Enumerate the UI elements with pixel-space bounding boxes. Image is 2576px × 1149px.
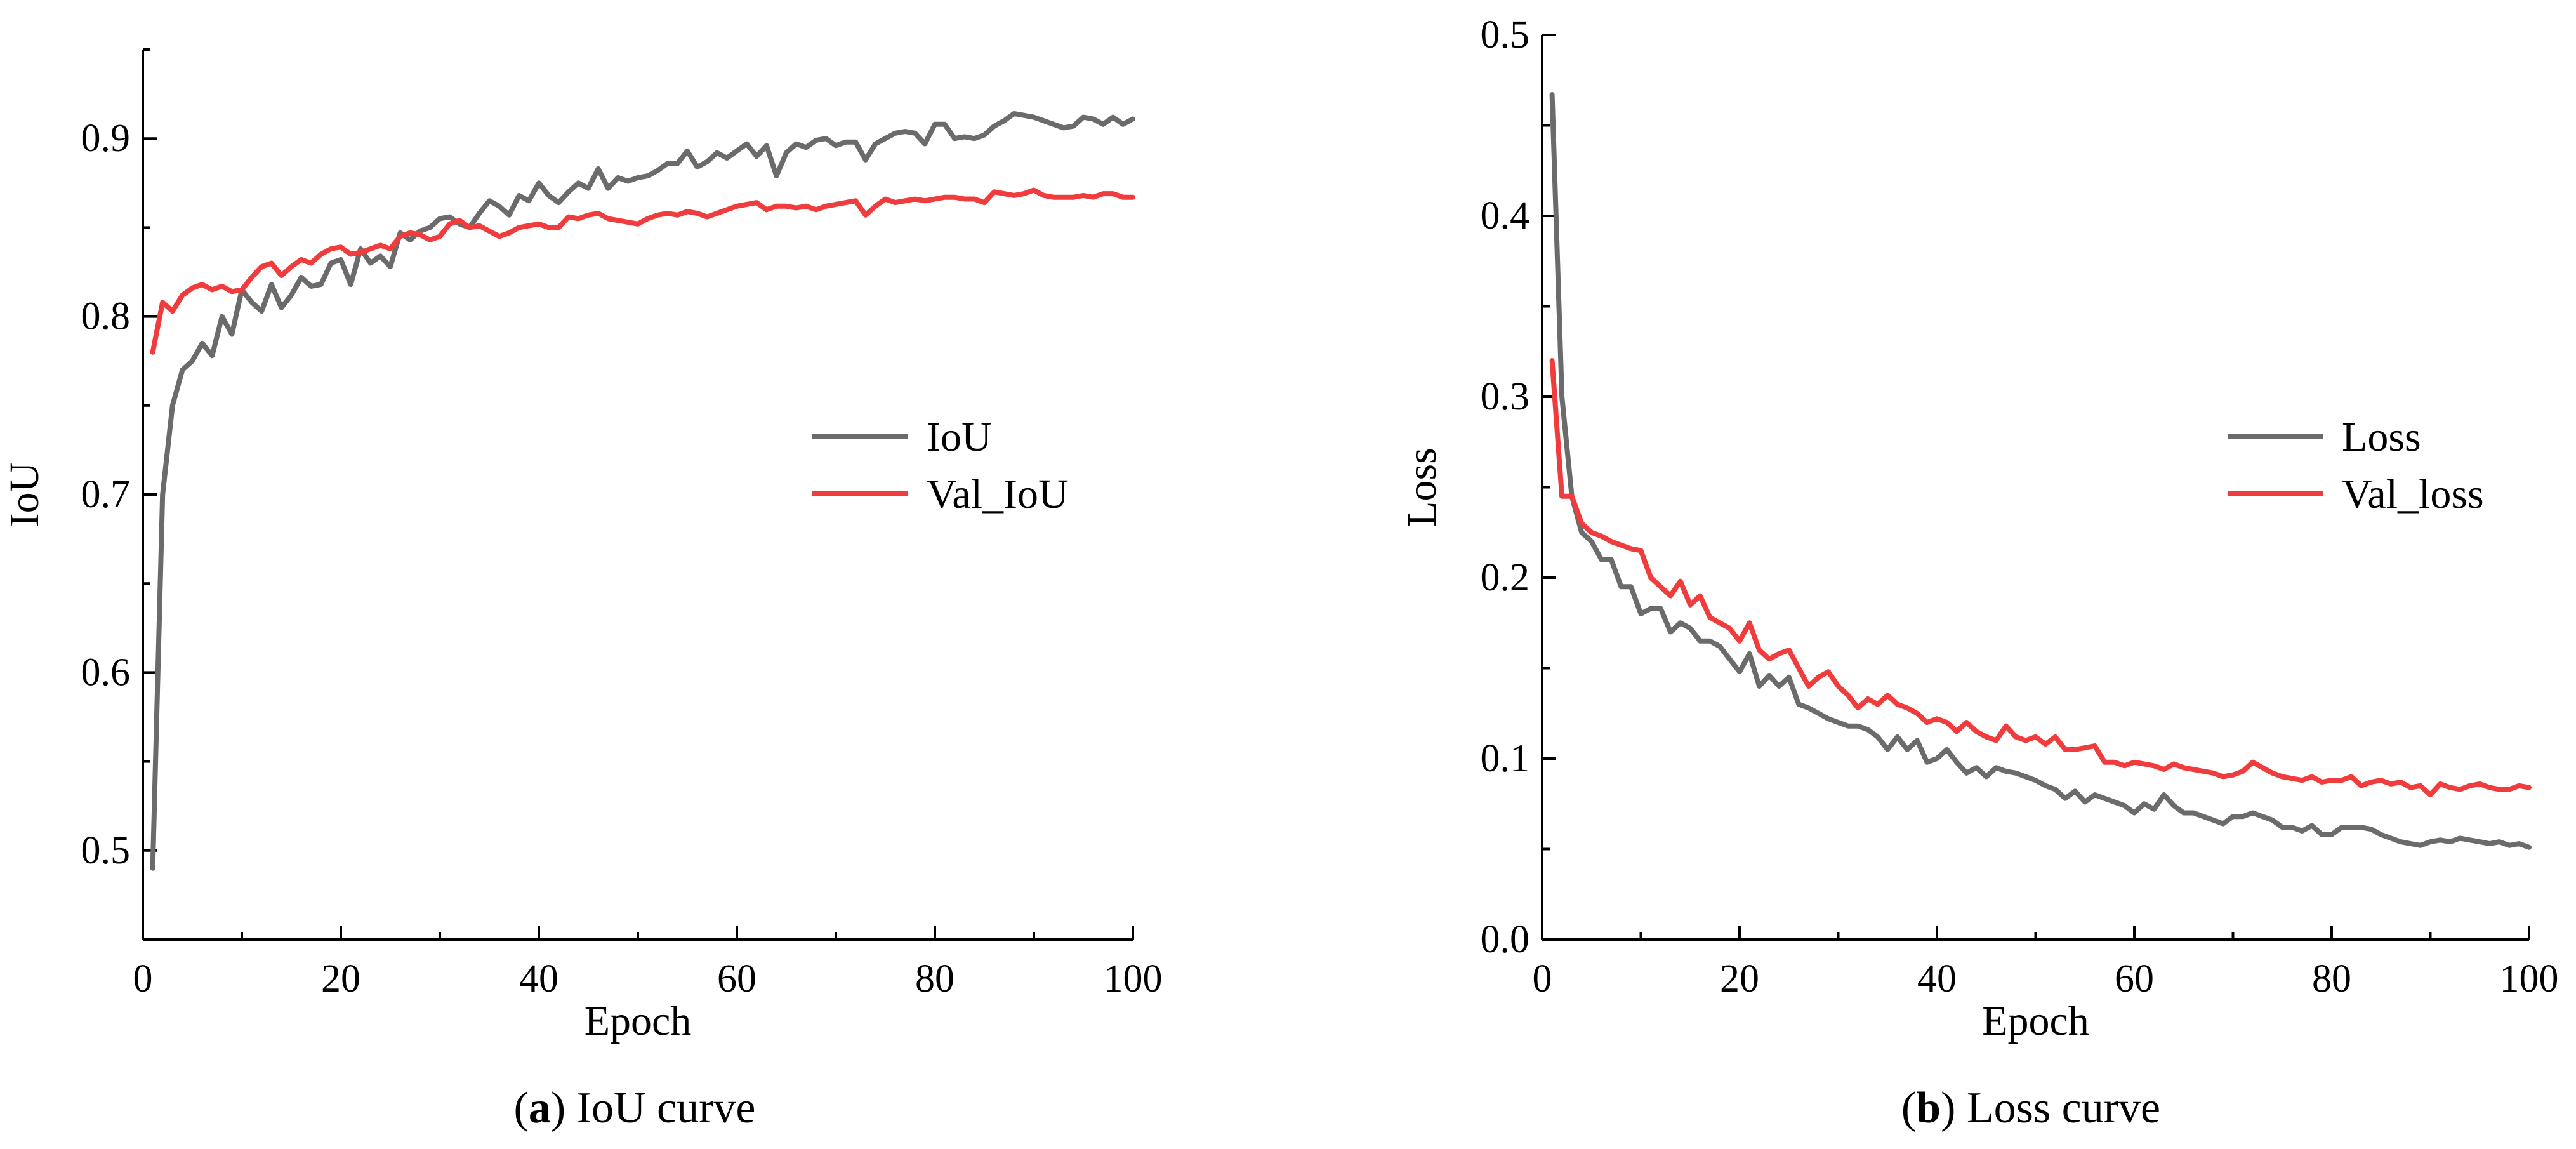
legend-label-iou: IoU <box>927 414 992 460</box>
legend-label-val-iou: Val_IoU <box>927 471 1069 517</box>
y-tick-label: 0.1 <box>1481 737 1530 780</box>
series-line-val-iou <box>150 187 1135 355</box>
x-axis-title: Epoch <box>1982 998 2089 1044</box>
x-tick-label: 40 <box>519 957 558 1000</box>
x-tick-label: 100 <box>2500 957 2559 1000</box>
caption-a: (a) IoU curve <box>513 1084 756 1132</box>
x-tick-label: 60 <box>717 957 756 1000</box>
x-tick-label: 100 <box>1104 957 1163 1000</box>
caption-a-label: a <box>528 1084 551 1132</box>
y-tick-label: 0.4 <box>1481 194 1530 237</box>
caption-b-text: Loss curve <box>1966 1084 2161 1132</box>
y-axis-title: IoU <box>1 462 48 528</box>
series-line-loss <box>1549 92 2532 850</box>
series-line-val-loss <box>1549 358 2532 797</box>
y-tick-label: 0.2 <box>1481 556 1530 599</box>
x-tick-label: 80 <box>915 957 954 1000</box>
chart-panel-b: 0 20 40 60 80 100 0.0 0.1 0.2 0.3 0.4 0.5 Epoch Loss L… <box>1399 13 2559 1044</box>
legend-label-val-loss: Val_loss <box>2342 471 2484 517</box>
x-tick-label: 20 <box>1720 957 1759 1000</box>
y-tick-label: 0.5 <box>81 829 131 872</box>
x-tick-label: 0 <box>1533 957 1552 1000</box>
caption-b: (b) Loss curve <box>1901 1084 2161 1132</box>
x-tick-label: 60 <box>2115 957 2154 1000</box>
caption-a-text: IoU curve <box>576 1084 756 1132</box>
x-tick-label: 80 <box>2312 957 2351 1000</box>
x-axis-title: Epoch <box>585 998 692 1044</box>
y-tick-label: 0.0 <box>1481 918 1530 961</box>
y-tick-label: 0.3 <box>1481 375 1530 418</box>
y-tick-label: 0.8 <box>81 295 131 338</box>
y-tick-label: 0.9 <box>81 117 131 160</box>
caption-b-label: b <box>1916 1084 1941 1132</box>
y-tick-label: 0.7 <box>81 473 131 516</box>
chart-panel-a: 0 20 40 60 80 100 0.5 0.6 0.7 0.8 0.9 Epoch IoU IoU Va… <box>1 48 1163 1044</box>
series-line-iou <box>150 110 1135 871</box>
y-tick-label: 0.6 <box>81 651 131 694</box>
y-tick-label: 0.5 <box>1481 13 1530 56</box>
x-tick-label: 20 <box>321 957 360 1000</box>
x-tick-label: 0 <box>133 957 153 1000</box>
x-tick-label: 40 <box>1917 957 1957 1000</box>
legend-label-loss: Loss <box>2342 414 2421 460</box>
y-axis-title: Loss <box>1399 448 1445 527</box>
